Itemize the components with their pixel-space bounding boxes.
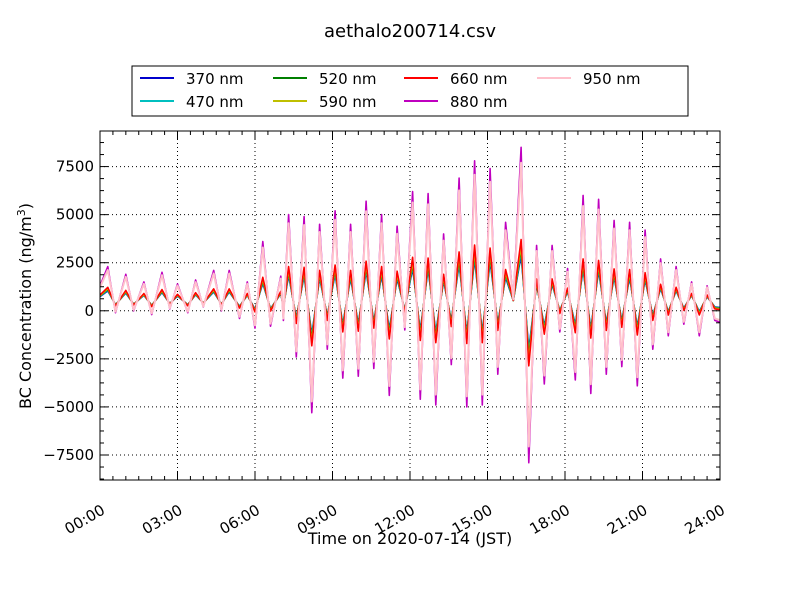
y-axis-label-superscript: 3	[15, 209, 28, 216]
ticks	[99, 131, 721, 480]
legend-frame	[131, 65, 689, 117]
chart-title: aethalo200714.csv	[324, 21, 496, 42]
y-axis-label: BC Concentration (ng/m3)	[15, 203, 35, 409]
legend: 370 nm 470 nm 520 nm 590 nm 660 nm 880 nm 950 …	[131, 65, 689, 117]
x-tick-label: 24:00	[682, 501, 728, 538]
legend-label: 370 nm	[186, 70, 244, 88]
legend-label: 470 nm	[186, 93, 244, 111]
legend-label: 950 nm	[583, 70, 641, 88]
y-tick-label: 2500	[56, 254, 94, 272]
x-tick-label: 06:00	[217, 501, 263, 538]
y-axis-label-suffix: )	[16, 203, 35, 209]
legend-label: 590 nm	[319, 93, 377, 111]
y-tick-label: 7500	[56, 158, 94, 176]
x-tick-label: 00:00	[62, 501, 108, 538]
series-lines	[100, 146, 720, 464]
y-tick-label: 5000	[56, 206, 94, 224]
x-axis-label: Time on 2020-07-14 (JST)	[307, 529, 512, 548]
x-tick-label: 18:00	[527, 501, 573, 538]
x-tick-label: 21:00	[604, 501, 650, 538]
legend-label: 520 nm	[319, 70, 377, 88]
y-tick-label: −2500	[43, 350, 94, 368]
y-axis-label-main: BC Concentration (ng/m	[16, 216, 35, 409]
series-line-950-nm	[100, 161, 720, 448]
plot-area	[99, 130, 721, 481]
y-tick-label: −7500	[43, 446, 94, 464]
x-tick-label: 03:00	[139, 501, 185, 538]
y-tick-label: −5000	[43, 398, 94, 416]
legend-label: 880 nm	[450, 93, 508, 111]
legend-label: 660 nm	[450, 70, 508, 88]
grid	[100, 131, 720, 480]
y-tick-label: 0	[84, 302, 94, 320]
y-tick-labels: −7500 −5000 −2500 0 2500 5000 7500	[43, 158, 94, 464]
